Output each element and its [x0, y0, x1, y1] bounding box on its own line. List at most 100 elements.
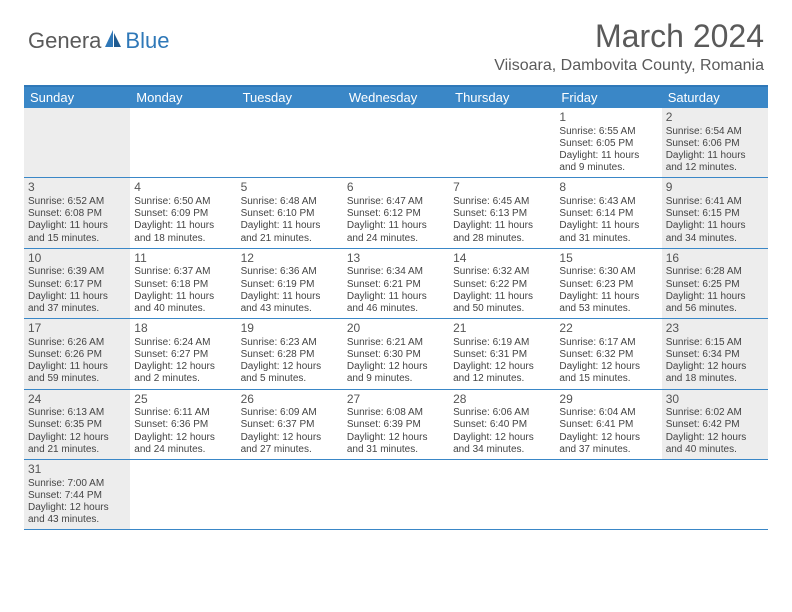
day-number: 5 — [241, 180, 339, 195]
day-number: 16 — [666, 251, 764, 266]
day-detail-line: Daylight: 11 hours and 31 minutes. — [559, 220, 657, 244]
day-detail-line: Sunrise: 6:30 AM — [559, 266, 657, 278]
calendar-week-row: 17Sunrise: 6:26 AMSunset: 6:26 PMDayligh… — [24, 319, 768, 389]
day-number: 6 — [347, 180, 445, 195]
calendar-day-cell: 10Sunrise: 6:39 AMSunset: 6:17 PMDayligh… — [24, 249, 130, 318]
day-detail-line: Sunset: 6:21 PM — [347, 279, 445, 291]
calendar-day-cell — [130, 108, 236, 177]
day-detail-line: Daylight: 11 hours and 56 minutes. — [666, 291, 764, 315]
calendar-day-cell: 17Sunrise: 6:26 AMSunset: 6:26 PMDayligh… — [24, 319, 130, 388]
day-detail-line: Daylight: 12 hours and 15 minutes. — [559, 361, 657, 385]
day-number: 20 — [347, 321, 445, 336]
day-number: 26 — [241, 392, 339, 407]
calendar-table: SundayMondayTuesdayWednesdayThursdayFrid… — [24, 85, 768, 530]
calendar-day-cell — [449, 108, 555, 177]
day-detail-line: Sunset: 7:44 PM — [28, 490, 126, 502]
day-detail-line: Daylight: 11 hours and 40 minutes. — [134, 291, 232, 315]
day-number: 2 — [666, 110, 764, 125]
day-number: 14 — [453, 251, 551, 266]
day-detail-line: Sunset: 6:42 PM — [666, 419, 764, 431]
calendar-day-cell: 24Sunrise: 6:13 AMSunset: 6:35 PMDayligh… — [24, 390, 130, 459]
day-number: 17 — [28, 321, 126, 336]
calendar-day-cell: 3Sunrise: 6:52 AMSunset: 6:08 PMDaylight… — [24, 178, 130, 247]
day-number: 18 — [134, 321, 232, 336]
day-header: Thursday — [449, 87, 555, 108]
day-detail-line: Sunrise: 6:45 AM — [453, 196, 551, 208]
day-detail-line: Sunrise: 6:34 AM — [347, 266, 445, 278]
location-subtitle: Viisoara, Dambovita County, Romania — [494, 57, 764, 75]
calendar-day-cell: 5Sunrise: 6:48 AMSunset: 6:10 PMDaylight… — [237, 178, 343, 247]
day-detail-line: Sunrise: 6:54 AM — [666, 126, 764, 138]
calendar-week-row: 10Sunrise: 6:39 AMSunset: 6:17 PMDayligh… — [24, 249, 768, 319]
day-detail-line: Daylight: 12 hours and 43 minutes. — [28, 502, 126, 526]
day-detail-line: Sunrise: 6:32 AM — [453, 266, 551, 278]
day-detail-line: Daylight: 11 hours and 43 minutes. — [241, 291, 339, 315]
day-detail-line: Sunrise: 6:04 AM — [559, 407, 657, 419]
day-detail-line: Sunrise: 6:39 AM — [28, 266, 126, 278]
day-detail-line: Sunrise: 6:21 AM — [347, 337, 445, 349]
day-detail-line: Daylight: 12 hours and 9 minutes. — [347, 361, 445, 385]
day-number: 21 — [453, 321, 551, 336]
day-detail-line: Daylight: 11 hours and 37 minutes. — [28, 291, 126, 315]
day-detail-line: Sunset: 6:36 PM — [134, 419, 232, 431]
day-detail-line: Sunrise: 6:48 AM — [241, 196, 339, 208]
day-detail-line: Daylight: 12 hours and 5 minutes. — [241, 361, 339, 385]
calendar-day-cell: 4Sunrise: 6:50 AMSunset: 6:09 PMDaylight… — [130, 178, 236, 247]
day-detail-line: Sunset: 6:31 PM — [453, 349, 551, 361]
calendar-day-cell — [237, 108, 343, 177]
calendar-week-row: 3Sunrise: 6:52 AMSunset: 6:08 PMDaylight… — [24, 178, 768, 248]
day-detail-line: Daylight: 12 hours and 31 minutes. — [347, 432, 445, 456]
day-number: 29 — [559, 392, 657, 407]
day-header: Sunday — [24, 87, 130, 108]
day-number: 23 — [666, 321, 764, 336]
day-detail-line: Sunset: 6:27 PM — [134, 349, 232, 361]
day-number: 28 — [453, 392, 551, 407]
day-detail-line: Sunset: 6:39 PM — [347, 419, 445, 431]
calendar-day-cell: 16Sunrise: 6:28 AMSunset: 6:25 PMDayligh… — [662, 249, 768, 318]
day-detail-line: Sunset: 6:23 PM — [559, 279, 657, 291]
day-detail-line: Daylight: 12 hours and 34 minutes. — [453, 432, 551, 456]
day-detail-line: Daylight: 11 hours and 12 minutes. — [666, 150, 764, 174]
day-number: 25 — [134, 392, 232, 407]
day-detail-line: Sunset: 6:05 PM — [559, 138, 657, 150]
day-number: 30 — [666, 392, 764, 407]
day-detail-line: Daylight: 11 hours and 15 minutes. — [28, 220, 126, 244]
day-detail-line: Sunset: 6:12 PM — [347, 208, 445, 220]
day-detail-line: Sunrise: 6:50 AM — [134, 196, 232, 208]
calendar-day-cell: 25Sunrise: 6:11 AMSunset: 6:36 PMDayligh… — [130, 390, 236, 459]
day-detail-line: Sunset: 6:41 PM — [559, 419, 657, 431]
day-detail-line: Sunset: 6:32 PM — [559, 349, 657, 361]
day-detail-line: Sunrise: 6:11 AM — [134, 407, 232, 419]
day-header: Saturday — [662, 87, 768, 108]
day-detail-line: Daylight: 11 hours and 53 minutes. — [559, 291, 657, 315]
day-detail-line: Sunset: 6:09 PM — [134, 208, 232, 220]
title-block: March 2024 Viisoara, Dambovita County, R… — [494, 18, 764, 75]
day-detail-line: Sunrise: 6:52 AM — [28, 196, 126, 208]
day-detail-line: Daylight: 12 hours and 2 minutes. — [134, 361, 232, 385]
calendar-day-cell: 31Sunrise: 7:00 AMSunset: 7:44 PMDayligh… — [24, 460, 130, 529]
day-header: Tuesday — [237, 87, 343, 108]
day-header: Friday — [555, 87, 661, 108]
month-title: March 2024 — [494, 18, 764, 55]
calendar-day-cell: 15Sunrise: 6:30 AMSunset: 6:23 PMDayligh… — [555, 249, 661, 318]
day-detail-line: Daylight: 11 hours and 34 minutes. — [666, 220, 764, 244]
day-detail-line: Sunset: 6:17 PM — [28, 279, 126, 291]
day-detail-line: Sunset: 6:06 PM — [666, 138, 764, 150]
day-number: 13 — [347, 251, 445, 266]
calendar-day-cell: 20Sunrise: 6:21 AMSunset: 6:30 PMDayligh… — [343, 319, 449, 388]
calendar-day-cell: 19Sunrise: 6:23 AMSunset: 6:28 PMDayligh… — [237, 319, 343, 388]
day-detail-line: Sunset: 6:37 PM — [241, 419, 339, 431]
day-detail-line: Sunrise: 6:19 AM — [453, 337, 551, 349]
day-detail-line: Sunrise: 6:15 AM — [666, 337, 764, 349]
day-detail-line: Sunrise: 6:08 AM — [347, 407, 445, 419]
day-number: 1 — [559, 110, 657, 125]
day-number: 15 — [559, 251, 657, 266]
day-detail-line: Daylight: 12 hours and 27 minutes. — [241, 432, 339, 456]
day-detail-line: Sunset: 6:26 PM — [28, 349, 126, 361]
calendar-day-cell — [24, 108, 130, 177]
day-detail-line: Sunrise: 6:09 AM — [241, 407, 339, 419]
day-number: 7 — [453, 180, 551, 195]
day-detail-line: Daylight: 12 hours and 21 minutes. — [28, 432, 126, 456]
day-number: 31 — [28, 462, 126, 477]
day-number: 12 — [241, 251, 339, 266]
